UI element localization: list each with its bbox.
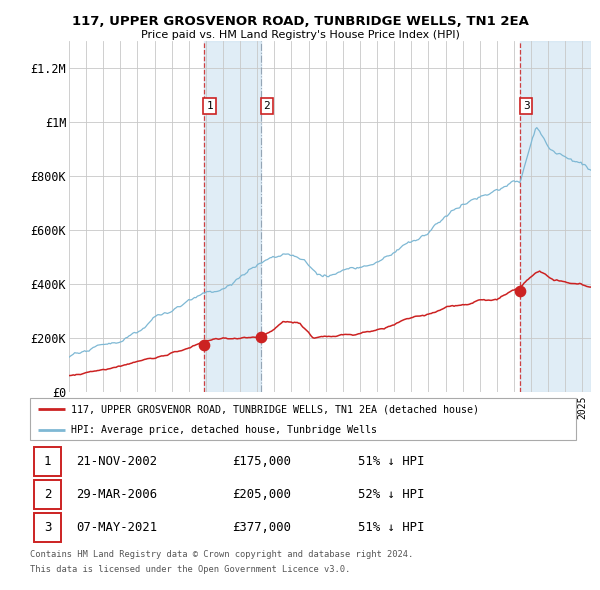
Text: 29-MAR-2006: 29-MAR-2006 (76, 487, 158, 501)
Text: 3: 3 (44, 520, 51, 534)
Text: 1: 1 (44, 454, 51, 468)
Bar (520, 41, 591, 392)
Text: 3: 3 (523, 101, 530, 111)
Text: 1: 1 (206, 101, 213, 111)
Bar (203, 41, 261, 392)
Text: 2: 2 (44, 487, 51, 501)
FancyBboxPatch shape (30, 398, 576, 440)
Point (515, 286, 525, 295)
Text: £205,000: £205,000 (232, 487, 291, 501)
Text: HPI: Average price, detached house, Tunbridge Wells: HPI: Average price, detached house, Tunb… (71, 425, 377, 435)
Point (199, 340, 208, 350)
FancyBboxPatch shape (34, 447, 61, 476)
Text: 07-MAY-2021: 07-MAY-2021 (76, 520, 158, 534)
Text: 117, UPPER GROSVENOR ROAD, TUNBRIDGE WELLS, TN1 2EA: 117, UPPER GROSVENOR ROAD, TUNBRIDGE WEL… (71, 15, 529, 28)
FancyBboxPatch shape (34, 480, 61, 509)
Text: £377,000: £377,000 (232, 520, 291, 534)
Text: This data is licensed under the Open Government Licence v3.0.: This data is licensed under the Open Gov… (30, 565, 350, 574)
Text: 117, UPPER GROSVENOR ROAD, TUNBRIDGE WELLS, TN1 2EA (detached house): 117, UPPER GROSVENOR ROAD, TUNBRIDGE WEL… (71, 404, 479, 414)
Text: £175,000: £175,000 (232, 454, 291, 468)
FancyBboxPatch shape (34, 513, 61, 542)
Bar (583, 41, 591, 392)
Text: 2: 2 (263, 101, 270, 111)
Text: 51% ↓ HPI: 51% ↓ HPI (358, 454, 424, 468)
Point (256, 332, 266, 342)
Text: 52% ↓ HPI: 52% ↓ HPI (358, 487, 424, 501)
Text: Contains HM Land Registry data © Crown copyright and database right 2024.: Contains HM Land Registry data © Crown c… (30, 550, 413, 559)
Text: 51% ↓ HPI: 51% ↓ HPI (358, 520, 424, 534)
Text: 21-NOV-2002: 21-NOV-2002 (76, 454, 158, 468)
Text: Price paid vs. HM Land Registry's House Price Index (HPI): Price paid vs. HM Land Registry's House … (140, 30, 460, 40)
